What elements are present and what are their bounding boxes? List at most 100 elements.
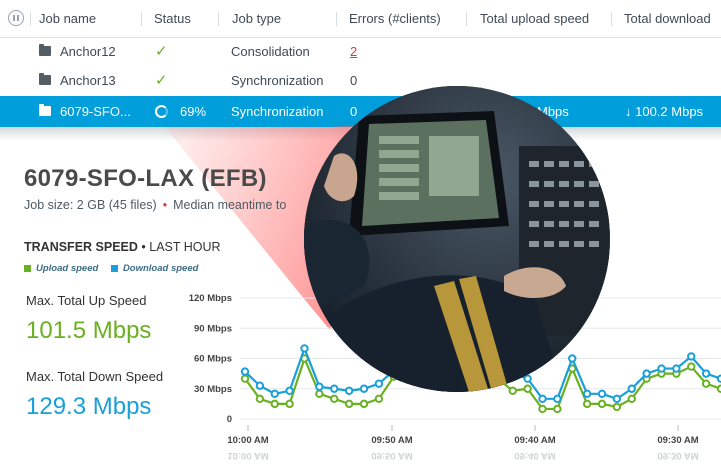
chart-legend: Upload speed Download speed <box>24 263 198 274</box>
transfer-speed-label: TRANSFER SPEED <box>24 240 138 254</box>
errors-link[interactable]: 2 <box>350 44 358 59</box>
job-type: Synchronization <box>231 104 324 119</box>
max-up-label: Max. Total Up Speed <box>26 293 147 308</box>
data-point-download <box>553 394 562 404</box>
x-tick-label: 09:30 AM <box>657 435 698 446</box>
col-header-errors[interactable]: Errors (#clients) <box>349 11 441 26</box>
data-point-upload <box>285 399 294 409</box>
data-point-upload <box>523 384 532 393</box>
job-progress: 69% <box>180 104 207 119</box>
data-point-upload <box>255 394 265 404</box>
data-point-upload <box>627 394 636 404</box>
folder-icon <box>39 104 51 116</box>
y-tick-label: 60 Mbps <box>194 354 232 365</box>
data-point-download <box>300 344 309 353</box>
data-point-upload <box>344 399 354 409</box>
transfer-speed-range: • LAST HOUR <box>141 240 221 254</box>
data-point-download <box>612 394 622 404</box>
data-point-upload <box>374 394 384 404</box>
data-point-download <box>627 384 636 393</box>
data-point-upload <box>359 399 369 409</box>
data-point-upload <box>701 379 711 388</box>
y-tick-label: 120 Mbps <box>189 293 232 304</box>
column-divider <box>611 12 612 26</box>
job-type: Consolidation <box>231 44 310 59</box>
data-point-download <box>255 381 265 390</box>
data-point-download <box>701 369 711 378</box>
job-name: Anchor13 <box>60 73 116 88</box>
col-header-job-type[interactable]: Job type <box>232 11 282 26</box>
data-point-upload <box>612 402 622 412</box>
download-speed: ↓ 100.2 Mbps <box>625 104 704 119</box>
job-name: 6079-SFO... <box>60 104 131 119</box>
data-point-download <box>344 386 354 395</box>
data-point-download <box>538 394 547 404</box>
data-point-download <box>672 364 681 373</box>
data-point-download <box>657 364 666 373</box>
data-point-download <box>240 367 250 376</box>
column-divider <box>30 12 31 26</box>
y-tick-label: 90 Mbps <box>194 323 232 334</box>
progress-spinner-icon <box>155 105 168 118</box>
folder-icon <box>39 73 51 85</box>
data-point-upload <box>582 399 592 409</box>
table-row[interactable]: Anchor12 ✓ Consolidation 2 <box>0 37 721 66</box>
job-name: Anchor12 <box>60 44 116 59</box>
max-down-label: Max. Total Down Speed <box>26 369 164 384</box>
check-icon: ✓ <box>155 72 168 89</box>
x-tick-reflection: 09:30 AM <box>657 450 698 461</box>
data-point-download <box>330 384 339 393</box>
transfer-speed-heading: TRANSFER SPEED • LAST HOUR <box>24 240 221 254</box>
data-point-download <box>315 382 324 391</box>
upload-legend-label[interactable]: Upload speed <box>36 263 99 274</box>
data-point-download <box>568 354 577 363</box>
col-header-status[interactable]: Status <box>154 11 191 26</box>
data-point-download <box>523 374 532 383</box>
job-size: Job size: 2 GB (45 files) <box>24 198 157 212</box>
job-type: Synchronization <box>231 73 324 88</box>
data-point-download <box>359 384 369 393</box>
check-icon: ✓ <box>155 43 168 60</box>
jobs-table: Job name Status Job type Errors (#client… <box>0 0 721 127</box>
col-header-job-name[interactable]: Job name <box>39 11 97 26</box>
max-down-value: 129.3 Mbps <box>26 393 152 420</box>
max-up-value: 101.5 Mbps <box>26 317 152 344</box>
errors-count: 0 <box>350 73 358 88</box>
col-header-upload-speed[interactable]: Total upload speed <box>480 11 590 26</box>
data-point-upload <box>330 394 339 404</box>
data-point-download <box>642 369 651 378</box>
data-point-download <box>582 389 592 398</box>
column-divider <box>218 12 219 26</box>
column-divider <box>141 12 142 26</box>
download-legend-swatch <box>110 264 118 272</box>
pause-icon[interactable] <box>8 10 24 26</box>
data-point-upload <box>597 399 607 409</box>
data-point-download <box>270 389 279 398</box>
job-summary: Job size: 2 GB (45 files) • Median meantim… <box>24 198 286 212</box>
data-point-upload <box>553 404 562 414</box>
data-point-upload <box>240 374 250 383</box>
data-point-upload <box>315 389 324 398</box>
folder-icon <box>39 44 51 56</box>
cockpit-image <box>304 86 610 392</box>
y-tick-label: 30 Mbps <box>194 384 232 395</box>
data-point-upload <box>508 386 517 395</box>
separator-dot: • <box>162 198 168 212</box>
data-point-upload <box>270 399 279 409</box>
download-legend-label[interactable]: Download speed <box>122 263 199 274</box>
job-title: 6079-SFO-LAX (EFB) <box>24 165 267 192</box>
x-tick-label: 10:00 AM <box>227 435 268 446</box>
x-tick-label: 09:50 AM <box>371 435 412 446</box>
table-header: Job name Status Job type Errors (#client… <box>0 0 721 38</box>
upload-legend-swatch <box>24 264 31 272</box>
job-detail-panel: 6079-SFO-LAX (EFB) Job size: 2 GB (45 fi… <box>0 141 721 475</box>
x-tick-reflection: 09:40 AM <box>514 450 555 461</box>
data-point-upload <box>687 362 696 371</box>
job-meantime: Median meantime to <box>173 198 287 212</box>
col-header-download-speed[interactable]: Total download <box>624 11 711 26</box>
data-point-download <box>687 352 696 361</box>
data-point-download <box>597 389 607 398</box>
pilot-tablet-photo <box>304 86 610 392</box>
table-row[interactable]: Anchor13 ✓ Synchronization 0 <box>0 66 721 95</box>
data-point-download <box>285 386 294 395</box>
